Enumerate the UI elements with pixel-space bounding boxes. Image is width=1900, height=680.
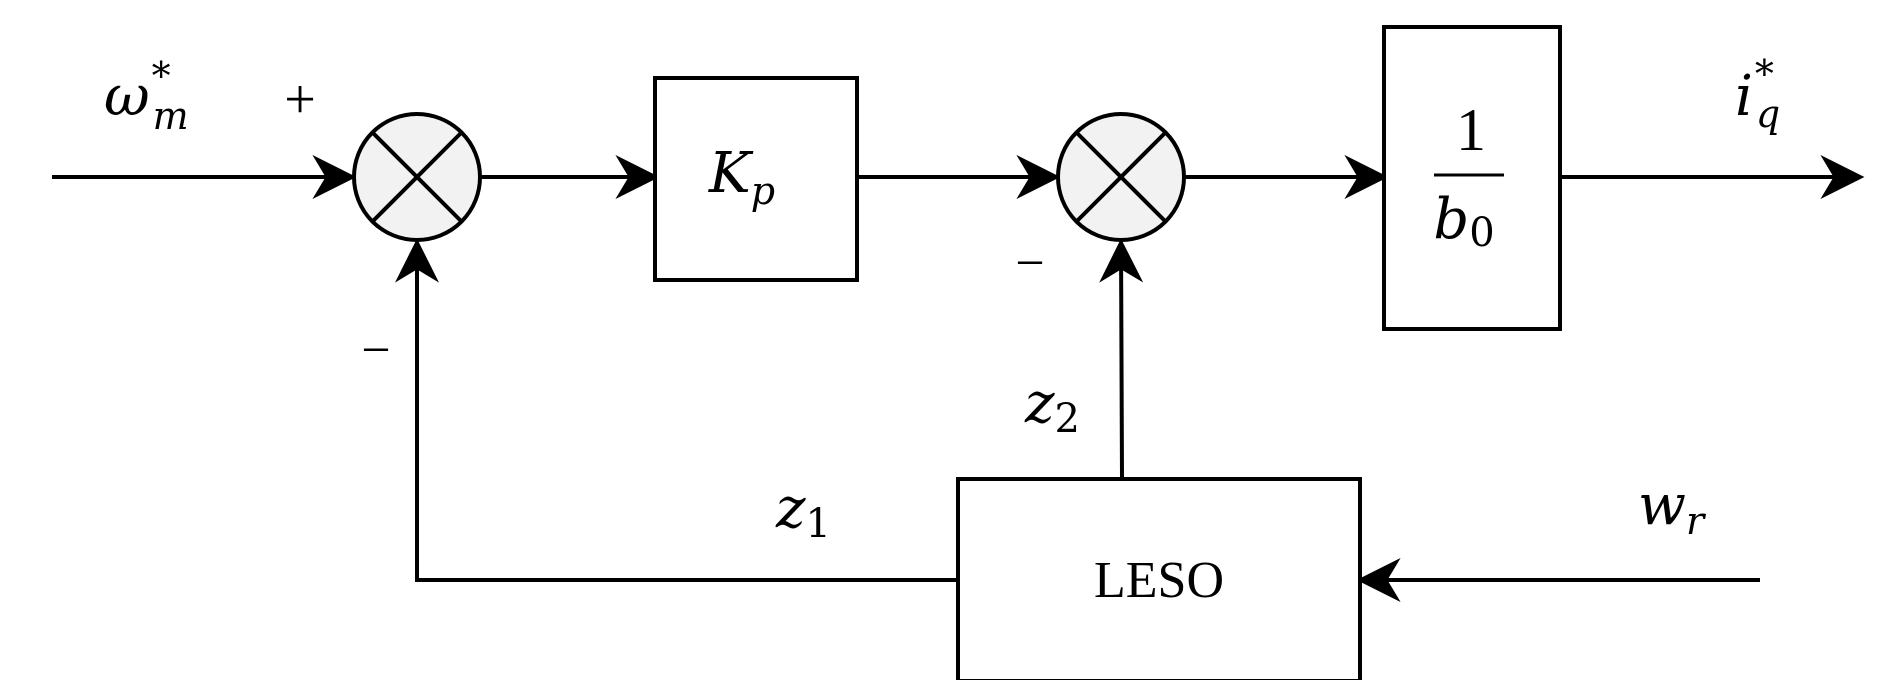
z2-subscript: 2 (1055, 396, 1080, 442)
summing-junction-2 (1056, 112, 1186, 242)
z1-subscript: 1 (806, 501, 831, 547)
svg-text:Kp: Kp (708, 141, 775, 213)
wr-label: w (1638, 473, 1686, 538)
inverse-denominator-subscript: 0 (1469, 210, 1494, 256)
output-signal-superscript: * (1755, 52, 1774, 96)
gain-subscript: p (751, 169, 775, 213)
inverse-gain-block: 1 b0 (1382, 25, 1562, 331)
svg-text:z1: z1 (775, 476, 831, 547)
sum1-minus-sign: − (361, 322, 390, 379)
inverse-numerator: 1 (1456, 97, 1486, 163)
svg-text:i*q: i* q (1735, 52, 1780, 136)
gain-block: Kp (653, 76, 859, 282)
gain-label: K (708, 141, 754, 206)
output-signal-label: i (1735, 64, 1753, 129)
svg-text:b0: b0 (1433, 187, 1494, 256)
wr-subscript: r (1686, 499, 1707, 543)
input-signal-subscript: m (153, 94, 189, 138)
z2-feedback-wire (1099, 238, 1144, 478)
z1-feedback-wire (395, 238, 958, 582)
input-signal-superscript: * (152, 54, 171, 98)
summing-junction-1 (352, 112, 482, 242)
sum1-plus-sign: + (284, 69, 316, 131)
z2-label: z (1024, 371, 1055, 436)
z1-label: z (775, 476, 806, 541)
leso-label: LESO (1094, 552, 1224, 609)
svg-text:wr: wr (1638, 473, 1707, 543)
inverse-denominator: b (1433, 187, 1469, 252)
output-signal-subscript: q (1756, 92, 1780, 136)
sum2-minus-sign: − (1015, 235, 1044, 292)
svg-text:ω*m: ω* m (104, 54, 189, 138)
input-signal-label: ω (104, 64, 150, 129)
leso-block: LESO (956, 477, 1362, 680)
svg-text:z2: z2 (1024, 371, 1080, 442)
